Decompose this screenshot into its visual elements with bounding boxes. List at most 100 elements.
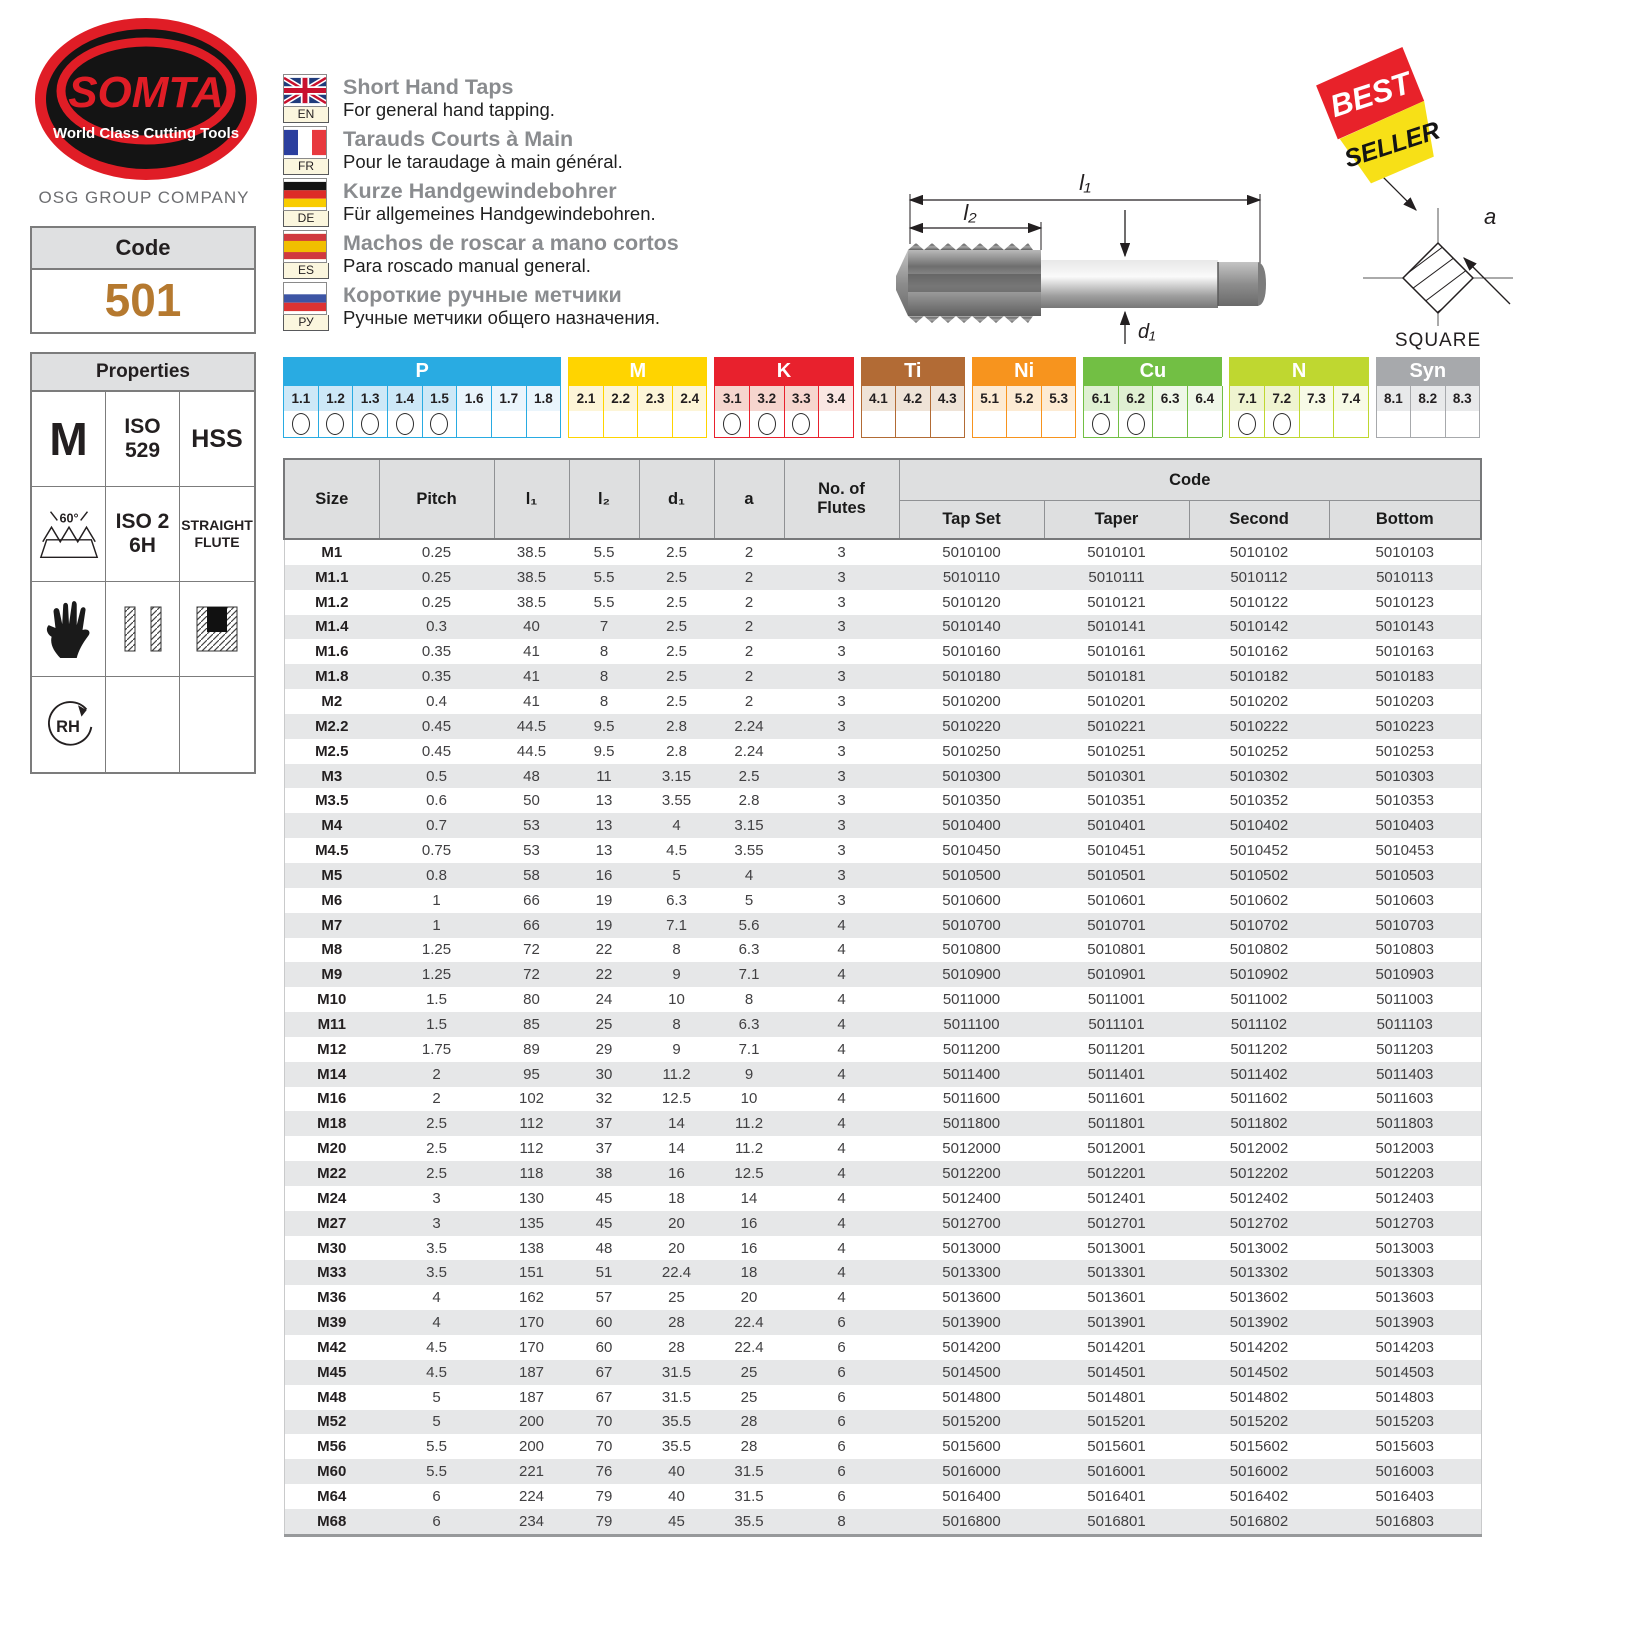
value-cell: 50 [523, 792, 540, 810]
value-cell: 6 [837, 1314, 846, 1332]
value-cell: 89 [523, 1040, 540, 1058]
value-cell: 22.4 [661, 1264, 692, 1282]
value-cell: 5010143 [1375, 618, 1434, 636]
square-label: SQUARE [1395, 330, 1481, 351]
value-cell: 8 [837, 1512, 846, 1530]
table-row: M10 1.5 80 24 10 8 4 5011000 5011001 5011002 50110… [284, 987, 1481, 1012]
value-cell: 5010113 [1376, 568, 1434, 586]
size-cell: M20 [317, 1140, 347, 1158]
material-cell-8.2: 8.2 [1411, 386, 1446, 411]
value-cell: 30 [595, 1065, 613, 1083]
code-box: Code 501 [30, 226, 256, 334]
table-row: M20 2.5 112 37 14 11.2 4 5012000 5012001 5012002 5… [284, 1136, 1481, 1161]
value-cell: 5.6 [738, 916, 760, 934]
value-cell: 5010183 [1375, 668, 1434, 686]
value-cell: 5014201 [1087, 1338, 1146, 1356]
value-cell: 37 [595, 1115, 613, 1133]
size-cell: M33 [317, 1264, 347, 1282]
value-cell: 5010101 [1087, 543, 1146, 561]
suitability-circle [430, 413, 449, 435]
value-cell: 5016400 [942, 1487, 1001, 1505]
value-cell: 5011800 [942, 1115, 1001, 1133]
size-cell: M27 [317, 1214, 347, 1232]
col-header-a: a [713, 458, 785, 540]
size-cell: M3.5 [315, 792, 349, 810]
value-cell: 5011603 [1376, 1090, 1434, 1108]
value-cell: 130 [518, 1189, 545, 1207]
value-cell: 35.5 [734, 1512, 764, 1530]
size-cell: M3 [321, 767, 343, 785]
value-cell: 4 [837, 1289, 846, 1307]
table-row: M2.2 0.45 44.5 9.5 2.8 2.24 3 5010220 5010221 501… [284, 713, 1481, 739]
value-cell: 5013303 [1375, 1264, 1434, 1282]
col-header-pitch: Pitch [378, 458, 495, 540]
value-cell: 5010502 [1229, 866, 1289, 884]
value-cell: 5012403 [1375, 1189, 1434, 1207]
col-header-l1: l₁ [493, 458, 570, 540]
value-cell: 5011200 [942, 1040, 1001, 1058]
value-cell: 25 [668, 1289, 685, 1307]
material-cell-4.1: 4.1 [860, 386, 897, 411]
value-cell: 12.5 [661, 1090, 692, 1108]
value-cell: 5010223 [1375, 717, 1434, 735]
value-cell: 6.3 [738, 1015, 760, 1033]
size-cell: M42 [317, 1338, 347, 1356]
value-cell: 5012003 [1375, 1140, 1434, 1158]
table-row: M3 0.5 48 11 3.15 2.5 3 5010300 5010301 5010302 50… [284, 763, 1481, 789]
material-suitability-cell-6.2 [1119, 411, 1154, 437]
table-row: M6 1 66 19 6.3 5 3 5010600 5010601 5010602 5010603 [284, 888, 1481, 913]
value-cell: 5010403 [1375, 817, 1434, 835]
suitability-circle [1272, 413, 1291, 435]
material-suitability-cell-1.4 [388, 411, 423, 437]
material-suitability-cell-1.6 [457, 411, 492, 437]
value-cell: 5010102 [1229, 543, 1289, 561]
value-cell: 2 [744, 668, 754, 686]
value-cell: 5010501 [1087, 866, 1146, 884]
material-suitability-cell-1.2 [319, 411, 354, 437]
material-suitability-cell-2.4 [673, 411, 708, 437]
value-cell: 4 [432, 1314, 441, 1332]
value-cell: 112 [519, 1115, 544, 1133]
material-compatibility-bar: P 1.1 1.2 1.3 1.4 1.5 1.6 1.7 1.8 M 2.1 2.2 2.3 2.4 K 3… [283, 357, 1480, 438]
value-cell: 3 [837, 643, 846, 661]
value-cell: 5014801 [1087, 1388, 1146, 1406]
value-cell: 6 [837, 1338, 846, 1356]
value-cell: 32 [595, 1090, 613, 1108]
value-cell: 187 [518, 1388, 545, 1406]
material-suitability-cell-1.5 [423, 411, 458, 437]
value-cell: 118 [519, 1165, 544, 1183]
value-cell: 3.15 [661, 767, 692, 785]
value-cell: 6 [837, 1463, 846, 1481]
value-cell: 5014802 [1229, 1388, 1289, 1406]
value-cell: 5011803 [1376, 1115, 1434, 1133]
value-cell: 2 [744, 618, 754, 636]
value-cell: 4 [837, 1090, 846, 1108]
value-cell: 2.24 [734, 742, 764, 760]
table-row: M14 2 95 30 11.2 9 4 5011400 5011401 5011402 50114… [284, 1061, 1481, 1087]
material-suitability-cell-7.4 [1334, 411, 1369, 437]
value-cell: 5011000 [942, 991, 1001, 1009]
value-cell: 38 [595, 1165, 613, 1183]
value-cell: 3 [837, 792, 846, 810]
tap-illustration [896, 243, 1266, 323]
value-cell: 4.5 [426, 1363, 447, 1381]
table-row: M1.8 0.35 41 8 2.5 2 3 5010180 5010181 5010182 501… [284, 664, 1481, 690]
code-value: 501 [104, 274, 182, 326]
value-cell: 5012401 [1087, 1189, 1146, 1207]
suitability-circle [395, 413, 414, 435]
value-cell: 2.5 [666, 643, 687, 661]
value-cell: 5011102 [1230, 1015, 1288, 1033]
value-cell: 4 [837, 1239, 846, 1257]
material-cell-7.1: 7.1 [1229, 386, 1266, 411]
value-cell: 5013301 [1087, 1264, 1146, 1282]
value-cell: 12.5 [734, 1165, 764, 1183]
value-cell: 95 [523, 1065, 540, 1083]
product-subtitle-de: Für allgemeines Handgewindebohren. [343, 203, 656, 225]
value-cell: 138 [518, 1239, 545, 1257]
material-cell-2.4: 2.4 [672, 386, 708, 411]
material-suitability-cell-2.3 [638, 411, 673, 437]
value-cell: 0.5 [426, 767, 447, 785]
value-cell: 31.5 [734, 1487, 764, 1505]
product-title-fr: Tarauds Courts à Main [343, 127, 574, 151]
value-cell: 5010402 [1229, 817, 1289, 835]
